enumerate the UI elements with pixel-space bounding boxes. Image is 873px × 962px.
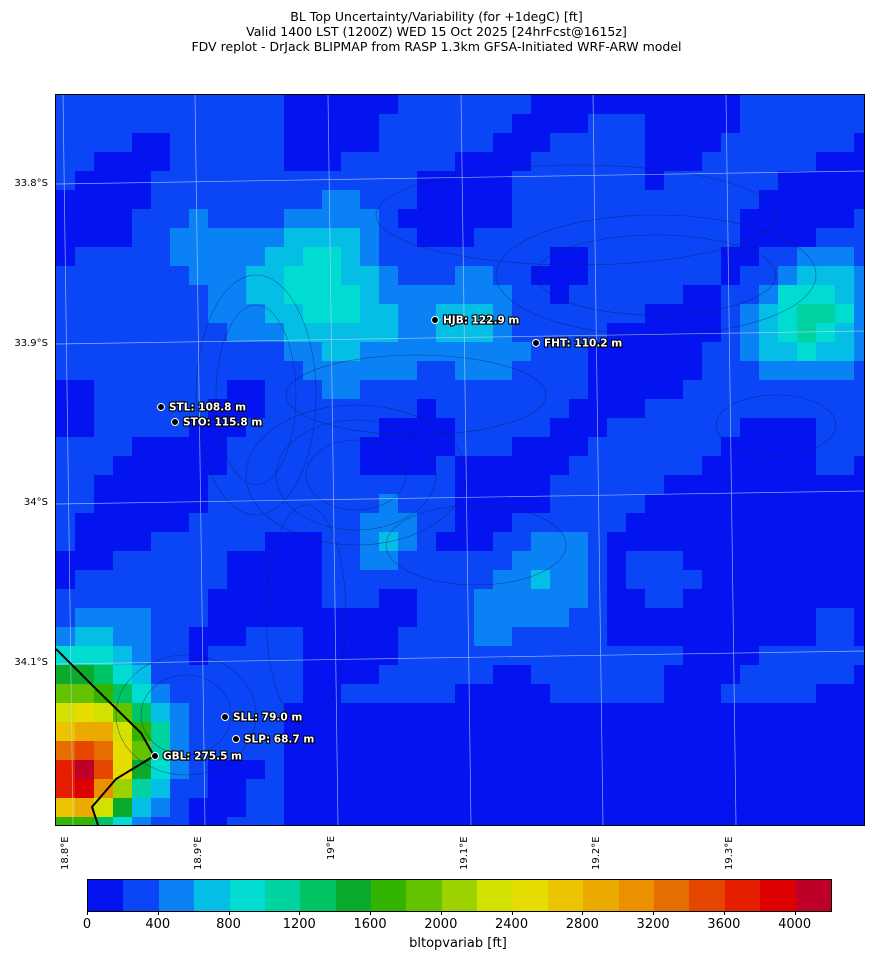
station-label: SLP: 68.7 m [244, 734, 314, 746]
graticule [56, 95, 864, 825]
colorbar-segment [583, 880, 619, 911]
station-label: HJB: 122.9 m [443, 315, 519, 327]
map-panel[interactable]: HJB: 122.9 m FHT: 110.2 m STL: 108.8 m STO:… [55, 94, 865, 826]
colorbar-segment [371, 880, 407, 911]
station-marker[interactable]: GBL: 275.5 m [151, 749, 243, 764]
colorbar-tick [723, 911, 725, 915]
colorbar-segment [654, 880, 690, 911]
colorbar-tick [794, 911, 796, 915]
colorbar-segment [264, 880, 301, 911]
colorbar-tick [157, 911, 159, 915]
lat-label: 34°S [23, 497, 48, 508]
colorbar-tick [511, 911, 513, 915]
station-marker[interactable]: FHT: 110.2 m [532, 336, 623, 351]
colorbar-tick-label: 4000 [778, 917, 812, 932]
station-dot [431, 316, 439, 324]
lon-label: 18.8°E [60, 836, 71, 870]
station-marker[interactable]: HJB: 122.9 m [431, 313, 521, 328]
colorbar-tick-label: 1600 [353, 917, 387, 932]
colorbar-tick [440, 911, 442, 915]
title-line-2: Valid 1400 LST (1200Z) WED 15 Oct 2025 [… [246, 24, 627, 39]
colorbar-tick-label: 2400 [495, 917, 529, 932]
colorbar-title: bltopvariab [ft] [409, 936, 507, 951]
station-dot [232, 735, 240, 743]
colorbar-tick [228, 911, 230, 915]
colorbar-tick-label: 1200 [282, 917, 316, 932]
lon-label: 19.3°E [724, 836, 735, 870]
colorbar-tick-label: 3200 [636, 917, 670, 932]
lon-label: 18.9°E [193, 836, 204, 870]
colorbar-tick-label: 2800 [565, 917, 599, 932]
lat-label: 34.1°S [14, 657, 48, 668]
title-line-3: FDV replot - DrJack BLIPMAP from RASP 1.… [191, 39, 682, 54]
lon-label: 19.1°E [459, 836, 470, 870]
terrain-contours [115, 164, 837, 776]
colorbar-segment [300, 880, 336, 911]
colorbar-tick [370, 911, 372, 915]
lat-label: 33.8°S [14, 178, 48, 189]
lon-label: 19.2°E [591, 836, 602, 870]
colorbar-tick [87, 911, 88, 915]
colorbar-tick-label: 2000 [424, 917, 458, 932]
lon-label: 19°E [326, 835, 337, 860]
station-marker[interactable]: SLP: 68.7 m [232, 732, 315, 747]
colorbar-segment [335, 880, 371, 911]
colorbar-segment [795, 880, 831, 911]
station-marker[interactable]: STL: 108.8 m [157, 400, 247, 415]
colorbar-segment [724, 880, 761, 911]
map-canvas: HJB: 122.9 m FHT: 110.2 m STL: 108.8 m STO:… [56, 95, 864, 825]
colorbar-segment [689, 880, 725, 911]
colorbar-segment [477, 880, 513, 911]
colorbar-tick-label: 3600 [707, 917, 741, 932]
station-label: SLL: 79.0 m [233, 712, 302, 724]
station-marker[interactable]: SLL: 79.0 m [221, 710, 303, 725]
colorbar-segment [441, 880, 478, 911]
colorbar-tick [299, 911, 301, 915]
station-dot [151, 752, 159, 760]
station-dot [157, 403, 165, 411]
colorbar-segment [406, 880, 442, 911]
colorbar-tick-label: 0 [82, 917, 92, 932]
colorbar-tick-label: 400 [145, 917, 171, 932]
station-label: STL: 108.8 m [169, 402, 246, 414]
colorbar-tick-label: 800 [216, 917, 241, 932]
colorbar [87, 879, 832, 912]
colorbar-tick [582, 911, 584, 915]
colorbar-segment [547, 880, 584, 911]
colorbar-segment [194, 880, 230, 911]
station-dot [171, 418, 179, 426]
colorbar-segment [123, 880, 159, 911]
colorbar-segment [760, 880, 796, 911]
station-label: STO: 115.8 m [183, 417, 262, 429]
station-marker[interactable]: STO: 115.8 m [171, 415, 263, 430]
station-dot [532, 339, 540, 347]
title-line-1: BL Top Uncertainty/Variability (for +1de… [290, 9, 583, 24]
station-label: GBL: 275.5 m [163, 751, 242, 763]
colorbar-segment [229, 880, 265, 911]
uncertainty-field [56, 95, 864, 825]
colorbar-tick [653, 911, 655, 915]
station-label: FHT: 110.2 m [544, 338, 622, 350]
colorbar-segment [512, 880, 548, 911]
colorbar-segment [88, 880, 124, 911]
colorbar-segment [158, 880, 195, 911]
lat-label: 33.9°S [14, 338, 48, 349]
station-dot [221, 713, 229, 721]
colorbar-segment [618, 880, 654, 911]
